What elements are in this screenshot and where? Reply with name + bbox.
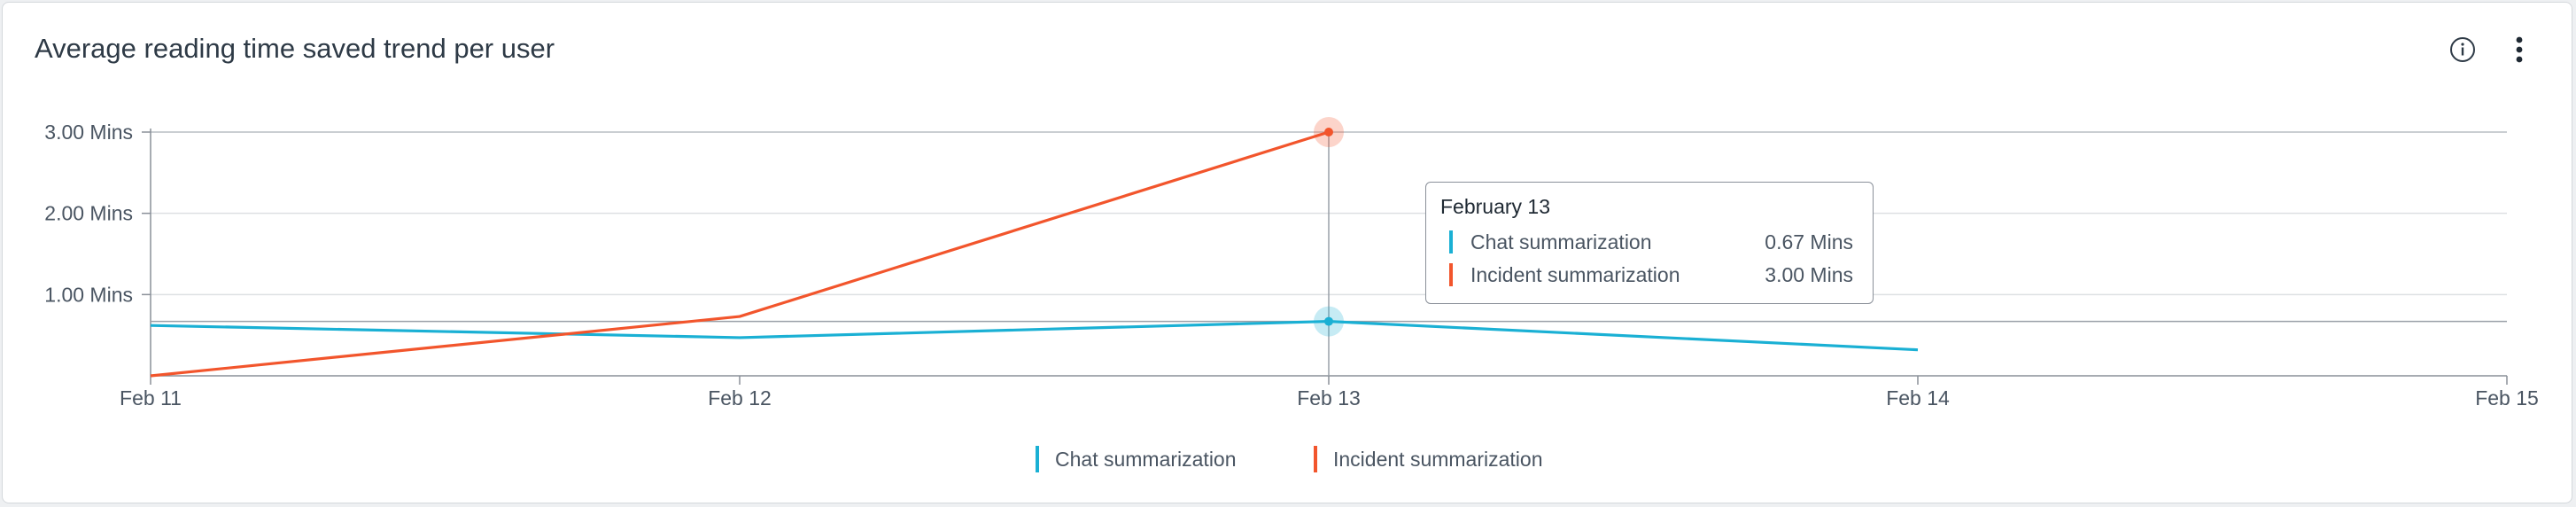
chart-tooltip: February 13 Chat summarization 0.67 Mins… <box>1425 182 1874 304</box>
tooltip-title: February 13 <box>1440 195 1551 218</box>
tooltip-swatch-chat <box>1449 230 1453 254</box>
x-tick-label: Feb 12 <box>708 386 772 410</box>
tooltip-swatch-incident <box>1449 263 1453 286</box>
highlight-point <box>1324 128 1333 136</box>
tooltip-series-name: Chat summarization <box>1470 230 1652 254</box>
tooltip-series-value: 3.00 Mins <box>1765 263 1853 286</box>
tooltip-row-incident: Incident summarization 3.00 Mins <box>1440 261 1860 288</box>
highlight-point <box>1324 316 1333 326</box>
x-tick-label: Feb 11 <box>120 386 182 410</box>
legend-label: Incident summarization <box>1333 448 1543 471</box>
tooltip-series-name: Incident summarization <box>1470 263 1680 286</box>
y-tick-label: 3.00 Mins <box>44 121 133 144</box>
more-vertical-icon[interactable] <box>2506 35 2533 65</box>
info-circle-icon[interactable] <box>2449 36 2476 63</box>
series-line-chat <box>150 319 1919 352</box>
x-tick-label: Feb 13 <box>1297 386 1361 410</box>
x-tick-label: Feb 14 <box>1886 386 1950 410</box>
y-tick-label: 1.00 Mins <box>44 283 133 306</box>
card-title: Average reading time saved trend per use… <box>35 33 555 64</box>
tooltip-series-value: 0.67 Mins <box>1765 230 1853 254</box>
series-line-incident <box>150 130 1330 378</box>
tooltip-row-chat: Chat summarization 0.67 Mins <box>1440 229 1860 255</box>
legend-swatch-incident <box>1314 446 1317 472</box>
legend-swatch-chat <box>1036 446 1039 472</box>
x-tick-label: Feb 15 <box>2475 386 2539 410</box>
y-tick-label: 2.00 Mins <box>44 202 133 225</box>
legend-label: Chat summarization <box>1055 448 1237 471</box>
